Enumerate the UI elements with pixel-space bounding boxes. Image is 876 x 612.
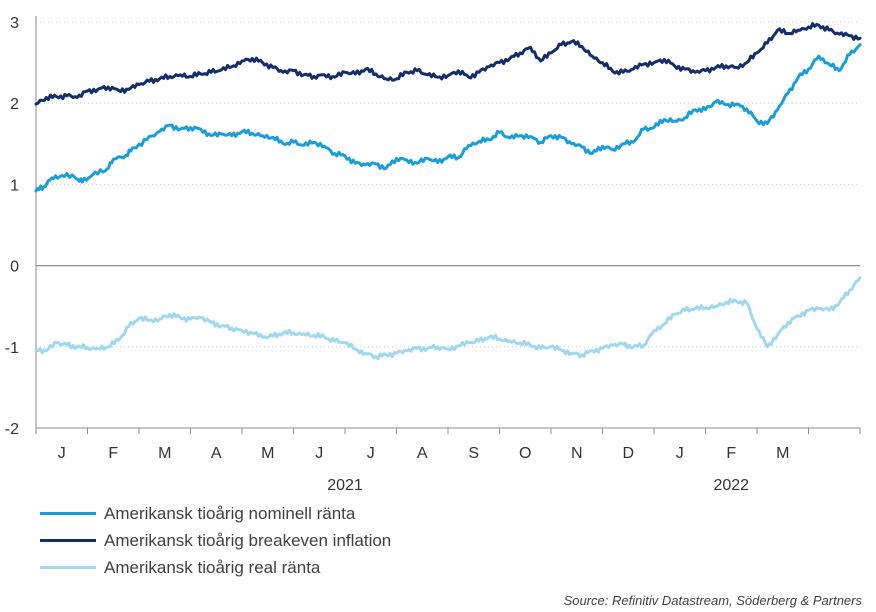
y-tick-label: 3	[10, 15, 19, 32]
x-tick-label: J	[367, 445, 375, 462]
x-tick-label: A	[211, 445, 222, 462]
axes: 3 2 1 0 -1 -2 J F M A M J J A S O N D J F M 2021 2022	[5, 15, 861, 494]
legend: Amerikansk tioårig nominell ränta Amerik…	[40, 500, 391, 581]
x-tick-label: J	[676, 445, 684, 462]
legend-item-nominal: Amerikansk tioårig nominell ränta	[40, 500, 391, 527]
x-tick-label: O	[519, 445, 531, 462]
series-line-breakeven	[34, 22, 862, 106]
y-tick-label: 2	[10, 96, 19, 113]
x-tick-label: S	[468, 445, 479, 462]
legend-swatch-real	[40, 566, 96, 569]
line-chart: 3 2 1 0 -1 -2 J F M A M J J A S O N D J F M 2021 2022	[5, 15, 862, 494]
legend-label-nominal: Amerikansk tioårig nominell ränta	[104, 503, 356, 523]
legend-label-breakeven: Amerikansk tioårig breakeven inflation	[104, 530, 392, 550]
series-lines	[34, 22, 862, 361]
y-tick-label: -1	[5, 340, 19, 357]
legend-swatch-nominal	[40, 512, 96, 515]
y-tick-label: 0	[10, 259, 19, 276]
series-line-real	[34, 276, 862, 361]
legend-item-real: Amerikansk tioårig real ränta	[40, 554, 391, 581]
legend-swatch-breakeven	[40, 539, 96, 542]
x-tick-label: F	[108, 445, 118, 462]
source-note: Source: Refinitiv Datastream, Söderberg …	[563, 593, 862, 608]
legend-label-real: Amerikansk tioårig real ränta	[104, 557, 321, 577]
grid-lines	[36, 21, 860, 429]
year-label: 2022	[713, 477, 749, 494]
x-tick-label: J	[315, 445, 323, 462]
x-tick-label: J	[58, 445, 66, 462]
y-tick-label: -2	[5, 421, 19, 438]
x-tick-label: D	[622, 445, 634, 462]
y-tick-label: 1	[10, 177, 19, 194]
x-tick-label: M	[776, 445, 789, 462]
x-tick-label: M	[158, 445, 171, 462]
x-tick-label: M	[261, 445, 274, 462]
x-tick-label: F	[726, 445, 736, 462]
year-label: 2021	[327, 477, 363, 494]
legend-item-breakeven: Amerikansk tioårig breakeven inflation	[40, 527, 391, 554]
x-tick-label: N	[571, 445, 583, 462]
x-tick-label: A	[417, 445, 428, 462]
series-line-nominal	[34, 43, 862, 193]
